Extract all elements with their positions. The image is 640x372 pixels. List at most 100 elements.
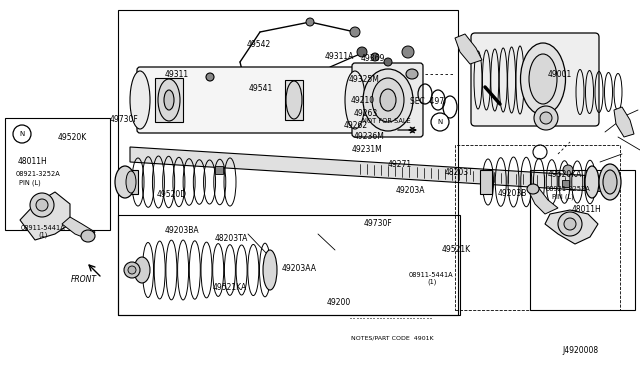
Text: 49542: 49542 bbox=[246, 40, 271, 49]
Circle shape bbox=[371, 53, 379, 61]
Text: 49520D: 49520D bbox=[157, 190, 187, 199]
Bar bbox=[5, 118, 110, 230]
Text: 49203BA: 49203BA bbox=[165, 226, 200, 235]
Text: 49200: 49200 bbox=[326, 298, 351, 307]
Text: 49520KA: 49520KA bbox=[547, 170, 582, 179]
Text: 49001: 49001 bbox=[547, 70, 572, 79]
Circle shape bbox=[402, 46, 414, 58]
Circle shape bbox=[384, 58, 392, 66]
Bar bbox=[124, 170, 138, 194]
Ellipse shape bbox=[164, 90, 174, 110]
Polygon shape bbox=[614, 107, 634, 137]
Circle shape bbox=[30, 193, 54, 217]
Text: 48203TA: 48203TA bbox=[214, 234, 248, 243]
Text: 49520K: 49520K bbox=[58, 133, 87, 142]
Ellipse shape bbox=[406, 69, 418, 79]
FancyBboxPatch shape bbox=[137, 67, 358, 133]
Ellipse shape bbox=[81, 230, 95, 242]
Bar bbox=[118, 10, 458, 315]
Polygon shape bbox=[130, 147, 610, 192]
Text: 48203T: 48203T bbox=[445, 169, 474, 177]
Text: (1): (1) bbox=[38, 232, 48, 238]
Text: 08911-5441A: 08911-5441A bbox=[21, 225, 66, 231]
Text: NOT FOR SALE: NOT FOR SALE bbox=[362, 118, 410, 124]
Text: 08911-5441A: 08911-5441A bbox=[408, 272, 453, 278]
Circle shape bbox=[36, 199, 48, 211]
Bar bbox=[118, 215, 460, 315]
Circle shape bbox=[534, 106, 558, 130]
Ellipse shape bbox=[126, 171, 136, 193]
Ellipse shape bbox=[599, 164, 621, 200]
Text: 49311A: 49311A bbox=[325, 52, 355, 61]
Circle shape bbox=[357, 47, 367, 57]
Text: 48011H: 48011H bbox=[18, 157, 47, 166]
Text: 49203A: 49203A bbox=[396, 186, 425, 195]
Bar bbox=[480, 170, 492, 194]
Text: PIN (L): PIN (L) bbox=[19, 179, 41, 186]
Text: PIN (L): PIN (L) bbox=[552, 194, 573, 201]
Circle shape bbox=[13, 125, 31, 143]
Polygon shape bbox=[545, 210, 598, 244]
Polygon shape bbox=[455, 34, 482, 64]
Text: 49521KA: 49521KA bbox=[212, 283, 247, 292]
Text: 49236M: 49236M bbox=[354, 132, 385, 141]
Circle shape bbox=[563, 165, 573, 175]
Text: 49231M: 49231M bbox=[352, 145, 383, 154]
Text: 49730F: 49730F bbox=[110, 115, 139, 124]
Text: NOTES/PART CODE  4901K: NOTES/PART CODE 4901K bbox=[351, 335, 433, 340]
Bar bbox=[530, 170, 635, 310]
Circle shape bbox=[306, 18, 314, 26]
FancyBboxPatch shape bbox=[471, 33, 599, 126]
Text: 49325M: 49325M bbox=[349, 75, 380, 84]
Text: 49311: 49311 bbox=[165, 70, 189, 79]
Ellipse shape bbox=[345, 71, 365, 129]
Text: 49271: 49271 bbox=[387, 160, 412, 169]
Text: 49263: 49263 bbox=[353, 109, 378, 118]
Ellipse shape bbox=[286, 81, 302, 119]
Ellipse shape bbox=[158, 79, 180, 121]
Ellipse shape bbox=[529, 54, 557, 104]
Bar bbox=[155, 78, 183, 122]
Text: 08921-3252A: 08921-3252A bbox=[16, 171, 61, 177]
Circle shape bbox=[350, 27, 360, 37]
Text: 08921-3252A: 08921-3252A bbox=[545, 186, 590, 192]
Circle shape bbox=[564, 218, 576, 230]
Text: 49541: 49541 bbox=[248, 84, 273, 93]
Text: 49521K: 49521K bbox=[442, 245, 471, 254]
Circle shape bbox=[431, 113, 449, 131]
Bar bbox=[285, 80, 303, 120]
Polygon shape bbox=[62, 217, 95, 240]
Ellipse shape bbox=[263, 250, 277, 290]
Circle shape bbox=[540, 112, 552, 124]
Text: N: N bbox=[437, 119, 443, 125]
Text: J4920008: J4920008 bbox=[562, 346, 598, 355]
Ellipse shape bbox=[585, 166, 599, 198]
Polygon shape bbox=[528, 187, 558, 214]
Circle shape bbox=[558, 212, 582, 236]
Polygon shape bbox=[20, 192, 70, 240]
Text: 49730F: 49730F bbox=[364, 219, 392, 228]
Ellipse shape bbox=[603, 170, 617, 194]
Text: 49369: 49369 bbox=[360, 54, 385, 63]
Bar bbox=[562, 180, 569, 187]
Text: 49210: 49210 bbox=[351, 96, 375, 105]
Ellipse shape bbox=[130, 71, 150, 129]
Bar bbox=[455, 145, 620, 310]
Text: FRONT: FRONT bbox=[70, 275, 97, 284]
Text: (1): (1) bbox=[428, 279, 437, 285]
Ellipse shape bbox=[380, 89, 396, 111]
Bar bbox=[215, 166, 223, 174]
FancyBboxPatch shape bbox=[352, 63, 423, 137]
Text: 49203AA: 49203AA bbox=[282, 264, 317, 273]
Ellipse shape bbox=[372, 78, 404, 122]
Ellipse shape bbox=[527, 184, 539, 194]
Text: SEC. 497: SEC. 497 bbox=[410, 97, 444, 106]
Ellipse shape bbox=[206, 73, 214, 81]
Text: 49262: 49262 bbox=[344, 121, 368, 130]
Ellipse shape bbox=[115, 166, 135, 198]
Ellipse shape bbox=[134, 257, 150, 283]
Text: 49203B: 49203B bbox=[498, 189, 527, 198]
Circle shape bbox=[124, 262, 140, 278]
Ellipse shape bbox=[520, 43, 566, 115]
Ellipse shape bbox=[363, 69, 413, 131]
